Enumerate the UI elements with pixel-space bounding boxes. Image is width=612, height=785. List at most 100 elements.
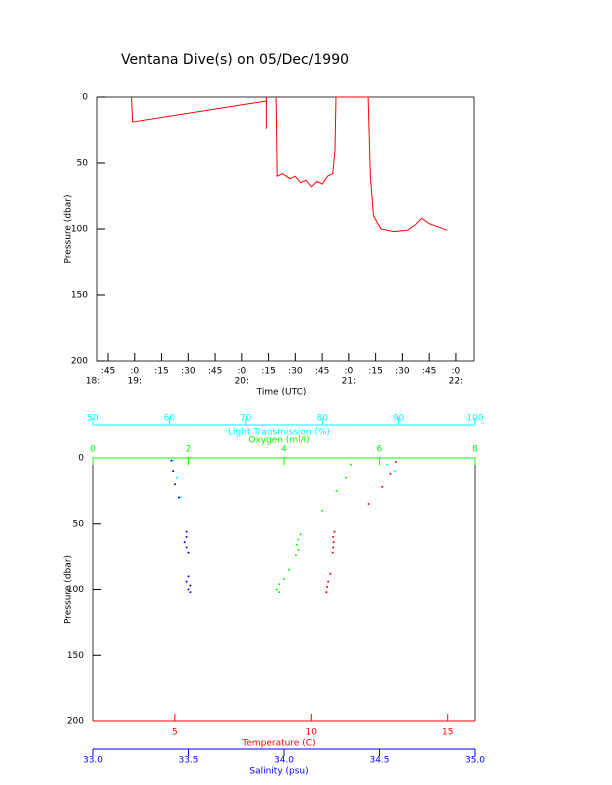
data-point [283, 577, 285, 580]
data-point [174, 483, 177, 486]
data-point [275, 588, 278, 591]
x-tick-label: 80 [316, 414, 328, 424]
x-tick-label: 33.0 [83, 756, 103, 766]
data-point [177, 496, 180, 499]
data-point [278, 591, 281, 594]
x-start-label: 18: [86, 377, 100, 387]
x-tick-label: :45 [101, 367, 115, 377]
x-tick-label: 35.0 [465, 756, 485, 766]
data-point [170, 459, 173, 462]
y-tick-label: 0 [78, 454, 84, 464]
data-point [394, 460, 397, 463]
x-hour-label: 22: [449, 377, 463, 387]
data-point [335, 489, 338, 492]
y-tick-label: 50 [77, 159, 89, 169]
data-point [185, 535, 188, 538]
data-point [297, 538, 300, 541]
data-point [187, 575, 190, 578]
x-tick-label: 90 [393, 414, 405, 424]
y-axis-label: Pressure (dbar) [64, 555, 74, 624]
x-tick-label: 70 [240, 414, 252, 424]
x-tick-label: 15 [442, 728, 453, 738]
x-axis-label: Time (UTC) [256, 388, 307, 398]
x-tick-label: 10 [306, 728, 318, 738]
y-tick-label: 0 [82, 93, 88, 103]
y-tick-label: 150 [71, 291, 88, 301]
data-point [393, 470, 396, 473]
x-tick-label: :45 [422, 367, 436, 377]
x-tick-label: 8 [472, 445, 478, 455]
data-point [389, 472, 392, 475]
y-tick-label: 100 [71, 225, 88, 235]
data-point [381, 485, 384, 488]
x-tick-label: :15 [261, 367, 275, 377]
x-tick-label: 4 [281, 445, 287, 455]
x-tick-label: 34.0 [274, 756, 294, 766]
data-point [333, 530, 336, 533]
data-point [326, 585, 329, 588]
data-point [187, 551, 190, 554]
data-point [332, 535, 335, 538]
plot-frame [96, 96, 475, 362]
x-tick-label: :30 [181, 367, 196, 377]
data-point [294, 554, 297, 557]
data-point [325, 591, 328, 594]
x-tick-label: :15 [368, 367, 382, 377]
data-point [176, 476, 179, 479]
x-hour-label: 19: [128, 377, 142, 387]
y-tick-label: 200 [71, 357, 88, 367]
x-tick-label: :30 [395, 367, 410, 377]
data-point [297, 549, 300, 552]
data-point [345, 476, 348, 479]
x-axis-label: Temperature (C) [241, 739, 315, 749]
x-tick-label: 34.5 [369, 756, 389, 766]
x-tick-label: 0 [90, 445, 96, 455]
data-point [187, 588, 190, 591]
y-axis-label: Pressure (dbar) [64, 195, 74, 264]
x-tick-label: :0 [237, 367, 246, 377]
data-point [386, 463, 389, 466]
data-point [287, 568, 290, 571]
x-hour-label: 21: [342, 377, 356, 387]
x-tick-label: 2 [186, 445, 192, 455]
x-tick-label: 6 [377, 445, 383, 455]
x-tick-label: 100 [466, 414, 483, 424]
data-point [329, 572, 332, 575]
x-axis-label: Light Transmission (%) [228, 428, 330, 438]
data-point [295, 543, 298, 546]
x-tick-label: :0 [344, 367, 353, 377]
data-point [278, 583, 281, 586]
data-point [183, 541, 186, 544]
data-point [349, 463, 352, 466]
x-tick-label: :15 [154, 367, 168, 377]
data-point [367, 503, 370, 506]
y-tick-label: 100 [67, 585, 84, 595]
y-tick-label: 150 [67, 651, 84, 661]
x-tick-label: 60 [164, 414, 176, 424]
x-hour-label: 20: [235, 377, 249, 387]
data-point [331, 551, 334, 554]
data-point [332, 546, 335, 549]
y-tick-label: 50 [73, 519, 85, 529]
data-point [189, 591, 192, 594]
x-tick-label: :45 [208, 367, 222, 377]
x-axis-label: Oxygen (ml/l) [248, 436, 309, 446]
data-point [332, 541, 335, 544]
data-point [299, 533, 302, 536]
y-tick-label: 200 [67, 717, 84, 727]
x-tick-label: :0 [452, 367, 461, 377]
data-point [185, 530, 188, 533]
x-tick-label: 50 [87, 414, 99, 424]
x-tick-label: :45 [315, 367, 329, 377]
data-point [327, 580, 330, 583]
data-point [185, 546, 188, 549]
data-point [172, 470, 175, 473]
data-point [189, 584, 192, 587]
chart-title: Ventana Dive(s) on 05/Dec/1990 [121, 52, 349, 68]
x-tick-label: :30 [288, 367, 303, 377]
x-tick-label: 5 [172, 728, 178, 738]
data-point [185, 580, 188, 583]
data-point [179, 496, 182, 499]
